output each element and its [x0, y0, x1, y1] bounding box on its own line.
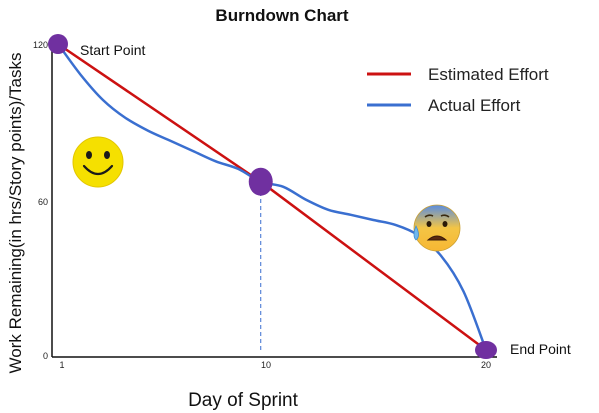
legend-label-actual: Actual Effort [428, 96, 521, 115]
x-axis-label: Day of Sprint [188, 390, 299, 411]
y-axis-label: Work Remaining(in hrs/Story points)/Task… [6, 53, 25, 374]
anxious-face-icon [413, 204, 461, 252]
x-tick-label: 20 [481, 360, 491, 370]
start-point-label: Start Point [80, 42, 145, 58]
x-tick-label: 10 [261, 360, 271, 370]
end-point-label: End Point [510, 341, 571, 357]
y-tick-label: 0 [43, 351, 48, 361]
x-tick-label: 1 [59, 360, 64, 370]
end-point-marker [475, 341, 497, 359]
actual-effort-line [56, 43, 488, 351]
legend-label-estimated: Estimated Effort [428, 65, 549, 84]
chart-title: Burndown Chart [215, 6, 348, 25]
midpoint-marker [248, 167, 273, 196]
y-tick-label: 60 [38, 197, 48, 207]
y-tick-label: 120 [33, 40, 48, 50]
estimated-effort-line [57, 42, 487, 352]
smiley-face-icon [72, 136, 124, 188]
start-point-marker [48, 34, 68, 54]
